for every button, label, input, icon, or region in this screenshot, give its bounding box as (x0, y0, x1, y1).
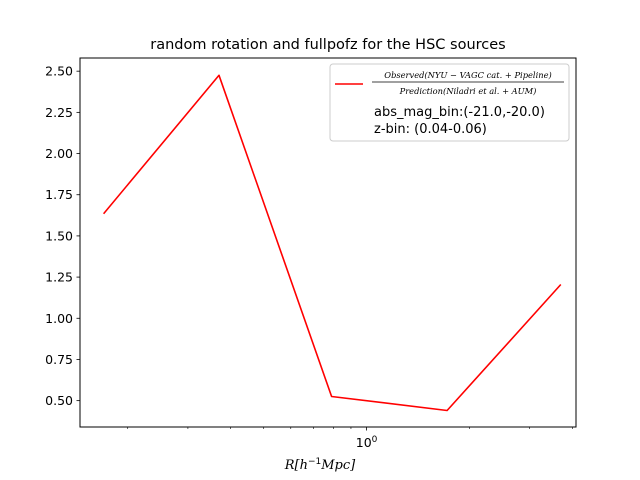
y-tick-label: 2.50 (45, 64, 73, 79)
series-line (102, 74, 562, 412)
y-tick-label: 1.75 (45, 187, 73, 202)
x-tick-label: 100 (356, 435, 378, 450)
legend-denominator: Prediction(Niladri et al. + AUM) (399, 86, 537, 96)
series-layer (102, 74, 562, 412)
y-tick-label: 0.75 (45, 352, 73, 367)
chart-title: random rotation and fullpofz for the HSC… (150, 37, 505, 53)
plot-area (79, 57, 577, 428)
y-axis: 0.50 0.75 1.00 1.25 1.50 1.75 2.00 2.25 2.50 (45, 64, 80, 408)
y-tick-label: 2.25 (45, 105, 73, 120)
x-axis-label: R[h−1Mpc] (284, 457, 356, 473)
y-tick-label: 1.25 (45, 270, 73, 285)
legend-abs-mag-bin: abs_mag_bin:(-21.0,-20.0) (374, 105, 545, 120)
y-tick-label: 1.50 (45, 228, 73, 243)
x-axis: 100 (127, 427, 573, 450)
y-tick-label: 0.50 (45, 393, 73, 408)
y-tick-label: 1.00 (45, 311, 73, 326)
legend-numerator: Observed(NYU − VAGC cat. + Pipeline) (384, 70, 551, 80)
legend: Observed(NYU − VAGC cat. + Pipeline) Pre… (329, 63, 570, 142)
plot-frame (79, 57, 577, 428)
legend-z-bin: z-bin: (0.04-0.06) (374, 122, 487, 137)
legend-frame (329, 63, 570, 142)
y-tick-label: 2.00 (45, 146, 73, 161)
